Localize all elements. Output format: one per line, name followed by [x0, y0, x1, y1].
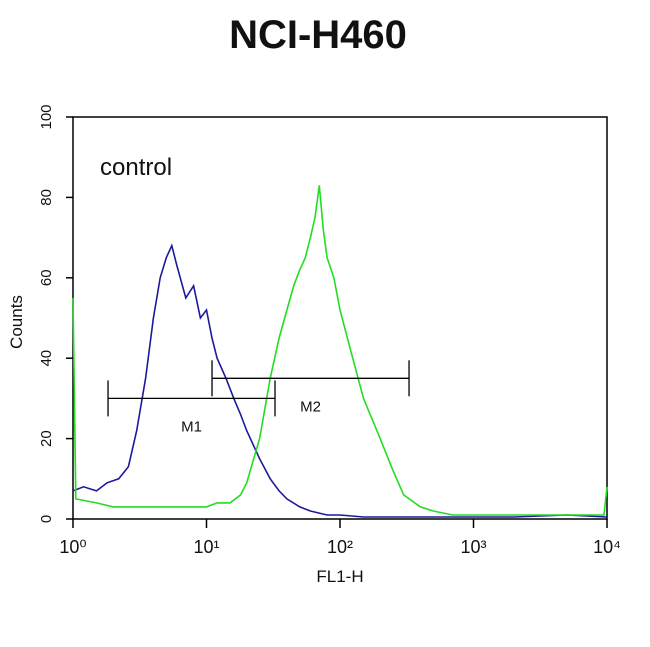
- y-tick-label: 80: [38, 189, 55, 206]
- x-tick-label: 10⁰: [59, 537, 86, 557]
- marker-label: M2: [300, 398, 321, 415]
- x-tick-label: 10¹: [193, 537, 219, 557]
- y-tick-label: 0: [38, 515, 55, 523]
- x-tick-label: 10⁴: [593, 537, 621, 557]
- x-tick-label: 10³: [460, 537, 486, 557]
- series-line: [72, 243, 608, 518]
- marker-label: M1: [181, 418, 202, 435]
- y-tick-label: 40: [38, 350, 55, 367]
- x-axis-label: FL1-H: [316, 567, 363, 586]
- x-tick-label: 10²: [327, 537, 353, 557]
- chart-title: NCI-H460: [229, 13, 407, 57]
- series-line: [72, 185, 608, 516]
- annotation: control: [100, 154, 172, 181]
- y-tick-label: 100: [38, 104, 55, 129]
- y-tick-label: 60: [38, 269, 55, 286]
- y-axis-label: Counts: [7, 295, 26, 349]
- y-tick-label: 20: [38, 430, 55, 447]
